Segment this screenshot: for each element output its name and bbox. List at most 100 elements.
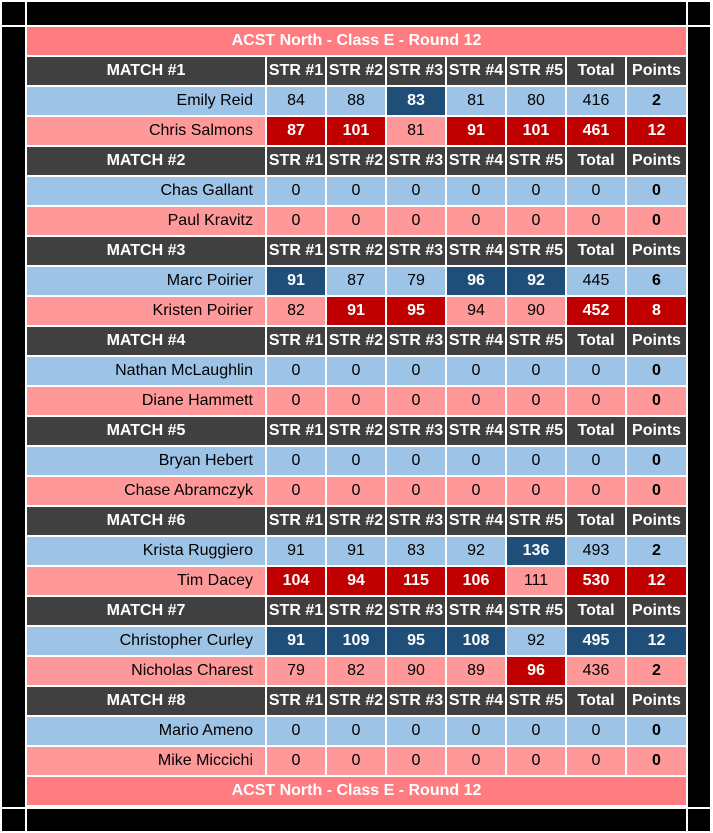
- string-score[interactable]: 94: [447, 297, 505, 325]
- string-score[interactable]: 89: [447, 657, 505, 685]
- total-score[interactable]: 0: [567, 717, 625, 745]
- string-score[interactable]: 0: [387, 177, 445, 205]
- string-score[interactable]: 0: [327, 477, 385, 505]
- player-name[interactable]: Chris Salmons: [27, 117, 265, 145]
- string-score[interactable]: 0: [447, 177, 505, 205]
- total-score[interactable]: 530: [567, 567, 625, 595]
- string-score[interactable]: 83: [387, 87, 445, 115]
- string-score[interactable]: 90: [507, 297, 565, 325]
- string-score[interactable]: 91: [267, 627, 325, 655]
- string-score[interactable]: 109: [327, 627, 385, 655]
- points[interactable]: 12: [627, 117, 686, 145]
- string-score[interactable]: 115: [387, 567, 445, 595]
- string-score[interactable]: 0: [507, 717, 565, 745]
- string-score[interactable]: 95: [387, 297, 445, 325]
- string-score[interactable]: 0: [447, 447, 505, 475]
- string-score[interactable]: 91: [267, 537, 325, 565]
- string-score[interactable]: 83: [387, 537, 445, 565]
- string-score[interactable]: 0: [387, 387, 445, 415]
- points[interactable]: 0: [627, 387, 686, 415]
- total-score[interactable]: 493: [567, 537, 625, 565]
- string-score[interactable]: 91: [447, 117, 505, 145]
- total-score[interactable]: 0: [567, 177, 625, 205]
- player-name[interactable]: Emily Reid: [27, 87, 265, 115]
- string-score[interactable]: 82: [267, 297, 325, 325]
- points[interactable]: 2: [627, 537, 686, 565]
- string-score[interactable]: 92: [507, 627, 565, 655]
- player-name[interactable]: Nicholas Charest: [27, 657, 265, 685]
- string-score[interactable]: 0: [507, 387, 565, 415]
- string-score[interactable]: 0: [447, 477, 505, 505]
- string-score[interactable]: 0: [267, 207, 325, 235]
- points[interactable]: 8: [627, 297, 686, 325]
- string-score[interactable]: 0: [387, 207, 445, 235]
- string-score[interactable]: 0: [387, 357, 445, 385]
- string-score[interactable]: 0: [447, 357, 505, 385]
- total-score[interactable]: 0: [567, 447, 625, 475]
- total-score[interactable]: 416: [567, 87, 625, 115]
- string-score[interactable]: 0: [267, 357, 325, 385]
- string-score[interactable]: 87: [267, 117, 325, 145]
- string-score[interactable]: 101: [507, 117, 565, 145]
- string-score[interactable]: 0: [327, 447, 385, 475]
- string-score[interactable]: 108: [447, 627, 505, 655]
- player-name[interactable]: Tim Dacey: [27, 567, 265, 595]
- player-name[interactable]: Nathan McLaughlin: [27, 357, 265, 385]
- points[interactable]: 6: [627, 267, 686, 295]
- player-name[interactable]: Mario Ameno: [27, 717, 265, 745]
- string-score[interactable]: 136: [507, 537, 565, 565]
- string-score[interactable]: 91: [327, 297, 385, 325]
- string-score[interactable]: 0: [327, 717, 385, 745]
- string-score[interactable]: 95: [387, 627, 445, 655]
- player-name[interactable]: Mike Miccichi: [27, 747, 265, 775]
- string-score[interactable]: 0: [507, 177, 565, 205]
- player-name[interactable]: Bryan Hebert: [27, 447, 265, 475]
- string-score[interactable]: 0: [267, 717, 325, 745]
- string-score[interactable]: 0: [327, 387, 385, 415]
- string-score[interactable]: 92: [447, 537, 505, 565]
- string-score[interactable]: 0: [327, 177, 385, 205]
- string-score[interactable]: 0: [387, 477, 445, 505]
- total-score[interactable]: 0: [567, 747, 625, 775]
- string-score[interactable]: 0: [507, 357, 565, 385]
- points[interactable]: 12: [627, 627, 686, 655]
- points[interactable]: 0: [627, 477, 686, 505]
- total-score[interactable]: 0: [567, 357, 625, 385]
- string-score[interactable]: 0: [447, 747, 505, 775]
- total-score[interactable]: 0: [567, 387, 625, 415]
- player-name[interactable]: Chas Gallant: [27, 177, 265, 205]
- points[interactable]: 0: [627, 747, 686, 775]
- string-score[interactable]: 92: [507, 267, 565, 295]
- points[interactable]: 2: [627, 657, 686, 685]
- string-score[interactable]: 90: [387, 657, 445, 685]
- points[interactable]: 2: [627, 87, 686, 115]
- points[interactable]: 0: [627, 207, 686, 235]
- string-score[interactable]: 104: [267, 567, 325, 595]
- total-score[interactable]: 452: [567, 297, 625, 325]
- string-score[interactable]: 96: [447, 267, 505, 295]
- total-score[interactable]: 445: [567, 267, 625, 295]
- points[interactable]: 0: [627, 357, 686, 385]
- string-score[interactable]: 79: [387, 267, 445, 295]
- string-score[interactable]: 84: [267, 87, 325, 115]
- string-score[interactable]: 94: [327, 567, 385, 595]
- string-score[interactable]: 96: [507, 657, 565, 685]
- string-score[interactable]: 80: [507, 87, 565, 115]
- string-score[interactable]: 0: [447, 387, 505, 415]
- string-score[interactable]: 0: [327, 357, 385, 385]
- player-name[interactable]: Kristen Poirier: [27, 297, 265, 325]
- string-score[interactable]: 101: [327, 117, 385, 145]
- string-score[interactable]: 91: [267, 267, 325, 295]
- points[interactable]: 12: [627, 567, 686, 595]
- points[interactable]: 0: [627, 177, 686, 205]
- player-name[interactable]: Diane Hammett: [27, 387, 265, 415]
- total-score[interactable]: 0: [567, 477, 625, 505]
- string-score[interactable]: 0: [507, 747, 565, 775]
- total-score[interactable]: 495: [567, 627, 625, 655]
- points[interactable]: 0: [627, 447, 686, 475]
- string-score[interactable]: 0: [507, 207, 565, 235]
- string-score[interactable]: 0: [387, 717, 445, 745]
- player-name[interactable]: Paul Kravitz: [27, 207, 265, 235]
- string-score[interactable]: 0: [267, 477, 325, 505]
- points[interactable]: 0: [627, 717, 686, 745]
